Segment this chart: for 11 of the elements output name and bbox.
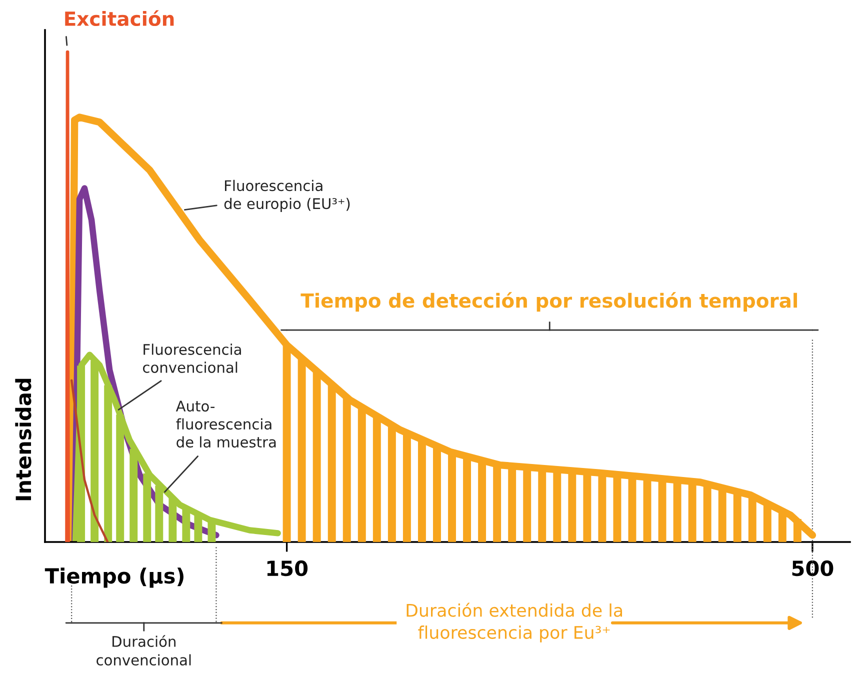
- annotation: Auto- fluorescencia de la muestra: [176, 400, 276, 448]
- annotation: Excitación: [65, 10, 174, 26]
- text: Duración extendida de la fluorescencia por Eu³⁺: [406, 602, 622, 642]
- y-axis-title: Intensidad: [15, 378, 32, 500]
- text: Duración convencional: [96, 635, 191, 666]
- x-tick-label: 150: [267, 560, 308, 576]
- annotation: Tiempo de detección por resolución temporal: [300, 292, 797, 312]
- x-tick-label: 500: [792, 560, 834, 576]
- x-axis-title: Tiempo (µs): [44, 568, 184, 588]
- annotation: Fluorescencia convencional: [143, 344, 241, 373]
- annotation: Fluorescencia de europio (EU³⁺): [224, 180, 350, 212]
